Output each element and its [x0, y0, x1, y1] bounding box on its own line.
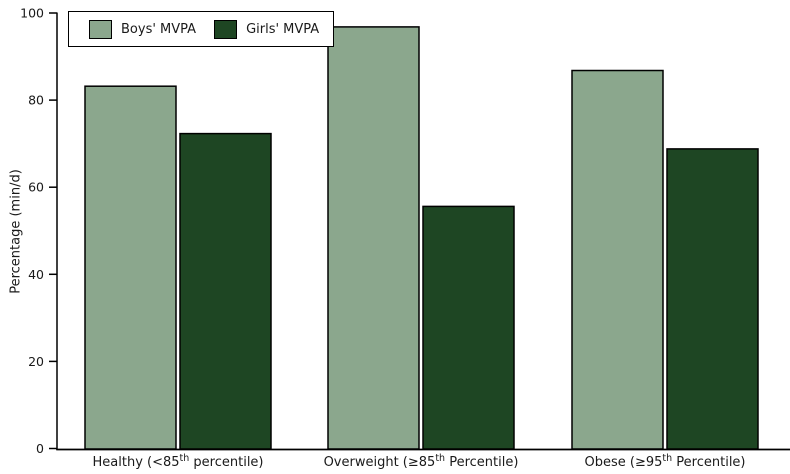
y-tick-label-40: 40 [28, 267, 44, 282]
legend-item-1: Girls' MVPA [214, 19, 320, 39]
bar-series1-group2 [666, 148, 759, 450]
bar-series1-group0 [179, 132, 272, 450]
x-category-label-1: Overweight (≥85th Percentile) [324, 453, 519, 470]
bar-series1-group1 [422, 205, 515, 450]
legend-item-0: Boys' MVPA [89, 19, 197, 39]
y-tick-label-0: 0 [36, 441, 44, 456]
legend-label: Boys' MVPA [121, 21, 197, 37]
y-tick-label-80: 80 [28, 93, 44, 108]
bar-series0-group2 [571, 69, 664, 450]
bar-series0-group0 [84, 85, 177, 450]
x-category-label-0: Healthy (<85th percentile) [93, 453, 264, 470]
y-tick-label-20: 20 [28, 354, 44, 369]
legend-swatch-icon [89, 19, 112, 39]
legend-swatch-icon [214, 19, 238, 39]
x-category-label-2: Obese (≥95th Percentile) [585, 453, 746, 470]
legend-label: Girls' MVPA [246, 21, 320, 37]
y-axis-title: Percentage (min/d) [8, 169, 24, 294]
legend: Boys' MVPA Girls' MVPA [68, 11, 335, 47]
bar-series0-group1 [327, 26, 420, 450]
y-tick-label-60: 60 [28, 180, 44, 195]
y-tick-label-100: 100 [20, 6, 44, 21]
